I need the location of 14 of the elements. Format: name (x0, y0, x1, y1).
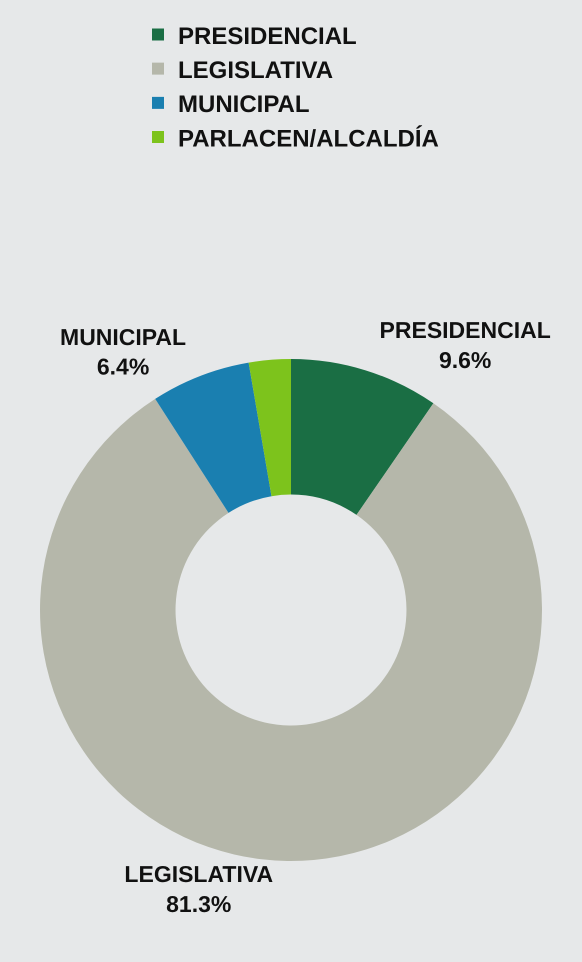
data-label: 81.3% (166, 890, 232, 917)
slice-label: MUNICIPAL (60, 324, 186, 350)
legend-label: PRESIDENCIAL (178, 22, 357, 50)
slice-label: PRESIDENCIAL (380, 316, 551, 343)
legend-label: LEGISLATIVA (178, 57, 334, 84)
legend-label: PARLACEN/ALCALDÍA (178, 124, 439, 152)
donut-slice (40, 398, 542, 861)
donut-slice (155, 362, 272, 513)
data-label: 6.4% (96, 354, 150, 380)
donut-slice (291, 359, 434, 515)
data-label: 9.6% (438, 346, 492, 373)
slice-label: LEGISLATIVA (124, 860, 274, 887)
donut-slice (248, 359, 291, 496)
legend-label: MUNICIPAL (178, 91, 310, 118)
